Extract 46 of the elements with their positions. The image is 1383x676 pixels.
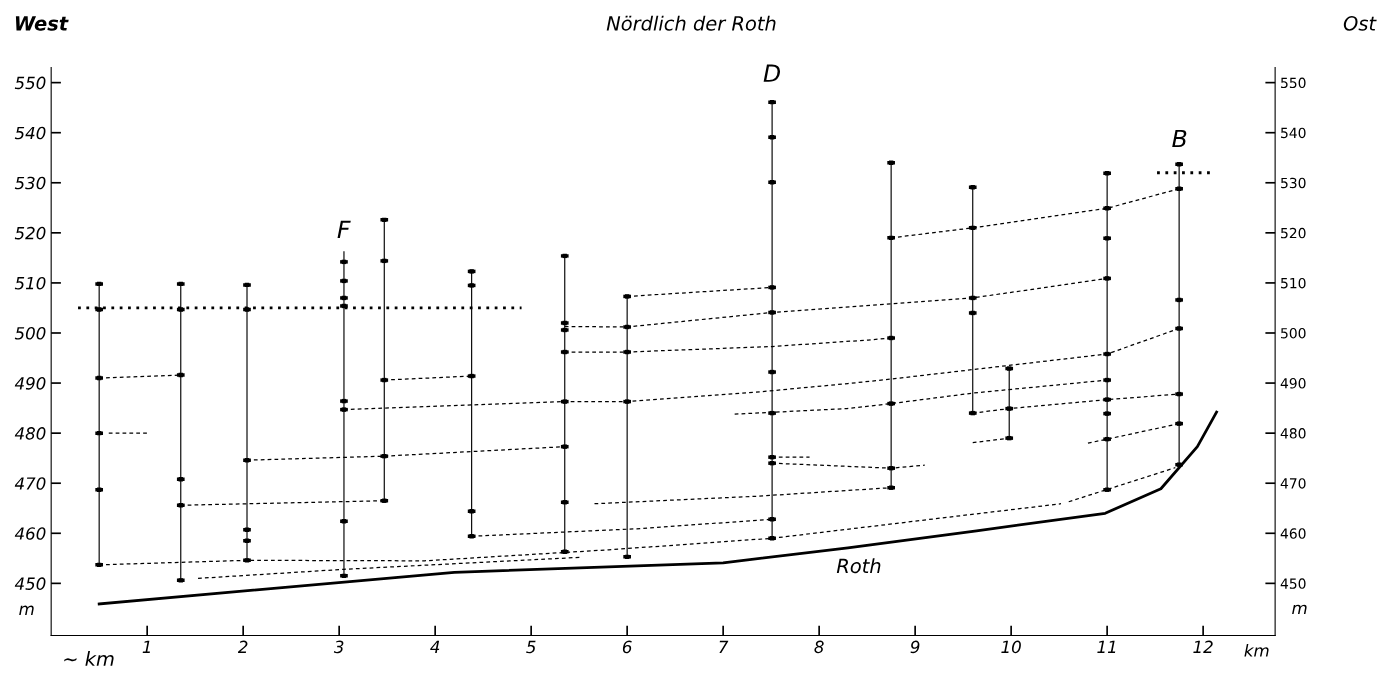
x-tick-label: 2 <box>237 640 248 653</box>
annotation: D <box>763 64 781 82</box>
y2-tick-label: 470 <box>1280 478 1306 489</box>
y-tick-label: 470 <box>14 477 46 490</box>
y2-tick-label: 480 <box>1280 428 1306 439</box>
y-tick-label: 460 <box>14 527 46 540</box>
y2-tick-label: 500 <box>1281 327 1306 339</box>
chart-title: Nördlich der Roth <box>606 15 776 31</box>
y2-tick-label: 520 <box>1281 227 1306 239</box>
y-tick-label: 480 <box>14 427 46 440</box>
line-series <box>97 410 1218 606</box>
y2-tick-label: 490 <box>1280 378 1306 389</box>
y2-tick-label: 540 <box>1281 127 1306 139</box>
x-tick-label: 4 <box>430 640 440 653</box>
x-axis-title: km <box>1244 643 1269 657</box>
annotation: F <box>337 220 351 238</box>
x-tick-label: 6 <box>622 640 632 654</box>
y-tick-label: 450 <box>14 577 46 590</box>
y-tick-label: 530 <box>14 176 46 190</box>
x-tick-label: 10 <box>1001 640 1021 654</box>
y2-tick-label: 450 <box>1280 578 1306 589</box>
text: ~ km <box>64 651 114 666</box>
x-tick-label: 8 <box>814 640 824 654</box>
y2-tick-label: 460 <box>1280 528 1306 539</box>
y-tick-label: 490 <box>14 377 46 390</box>
x-tick-label: 1 <box>142 640 150 653</box>
x-tick-label: 5 <box>526 640 536 654</box>
y-tick-label: 510 <box>14 276 46 290</box>
x-tick-label: 11 <box>1097 640 1116 653</box>
x-tick-label: 12 <box>1193 640 1213 653</box>
x-tick-label: 3 <box>333 640 344 654</box>
x-tick-label: 9 <box>910 640 920 654</box>
y2-tick-label: 510 <box>1281 277 1306 289</box>
y2-tick-label: 530 <box>1281 177 1306 189</box>
y-tick-label: 500 <box>14 326 46 340</box>
text: West <box>15 16 69 31</box>
y-tick-label: 540 <box>14 126 46 140</box>
annotation: Roth <box>836 558 881 574</box>
y-axis-title: m <box>19 605 34 615</box>
y-tick-label: 550 <box>14 76 46 90</box>
y-tick-label: 520 <box>14 226 46 240</box>
annotation: B <box>1172 129 1187 148</box>
y2-axis-title: m <box>1292 604 1307 615</box>
text: Ost <box>1343 15 1377 31</box>
x-tick-label: 7 <box>719 640 729 653</box>
y2-tick-label: 550 <box>1281 77 1306 89</box>
